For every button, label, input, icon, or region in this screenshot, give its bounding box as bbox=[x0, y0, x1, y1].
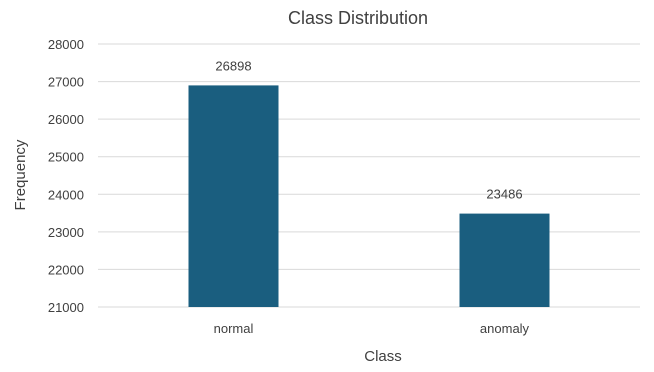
y-tick-label: 28000 bbox=[48, 37, 84, 52]
y-axis-label: Frequency bbox=[12, 139, 29, 210]
chart-title: Class Distribution bbox=[288, 8, 428, 28]
data-labels: 26898 23486 bbox=[215, 58, 522, 201]
y-tick-label: 23000 bbox=[48, 225, 84, 240]
gridlines bbox=[98, 43, 640, 308]
y-axis-ticks: 21000 22000 23000 24000 25000 26000 27000 28000 bbox=[48, 37, 84, 315]
x-tick-label-anomaly: anomaly bbox=[480, 321, 530, 336]
y-tick-label: 27000 bbox=[48, 75, 84, 90]
x-tick-label-normal: normal bbox=[214, 321, 254, 336]
bars bbox=[188, 85, 550, 307]
data-label-anomaly: 23486 bbox=[486, 187, 522, 202]
y-tick-label: 26000 bbox=[48, 112, 84, 127]
y-tick-label: 24000 bbox=[48, 187, 84, 202]
y-tick-label: 22000 bbox=[48, 262, 84, 277]
y-tick-label: 25000 bbox=[48, 150, 84, 165]
bar-anomaly bbox=[459, 213, 550, 307]
bar-normal bbox=[188, 85, 279, 307]
data-label-normal: 26898 bbox=[215, 58, 251, 73]
x-axis-label: Class bbox=[364, 348, 402, 365]
y-tick-label: 21000 bbox=[48, 300, 84, 315]
x-axis-ticks: normal anomaly bbox=[214, 321, 530, 336]
